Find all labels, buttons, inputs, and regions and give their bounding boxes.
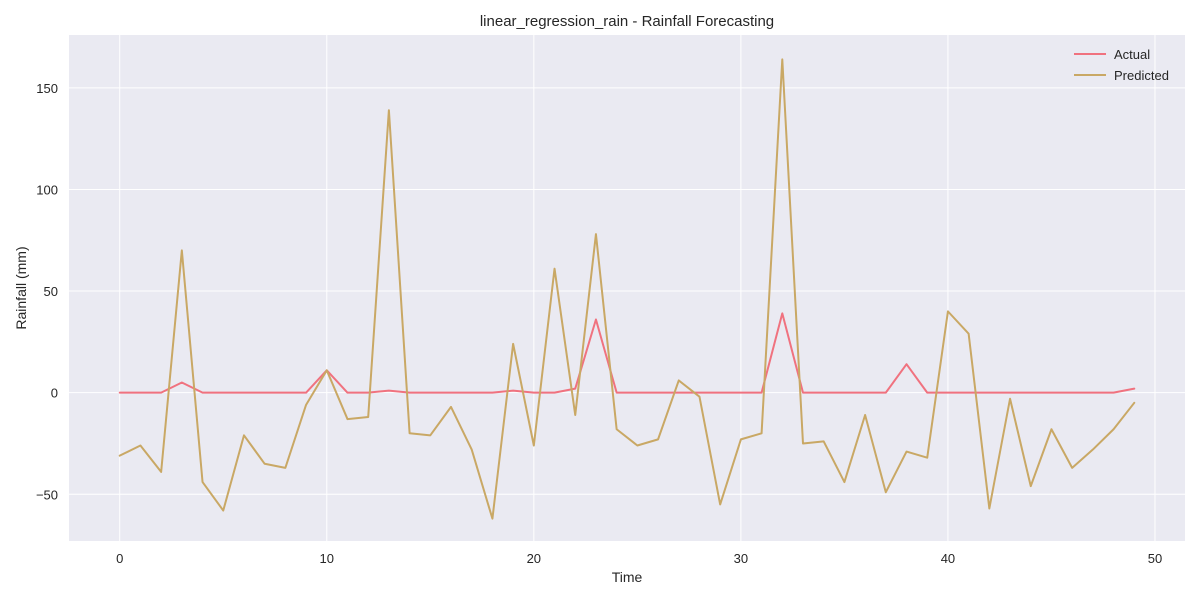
y-tick-label: 150 [36, 81, 58, 96]
x-axis-title: Time [612, 569, 643, 585]
legend: Actual Predicted [1074, 47, 1169, 83]
x-tick-label: 20 [527, 551, 541, 566]
legend-label-predicted: Predicted [1114, 68, 1169, 83]
y-tick-label: 0 [51, 386, 58, 401]
x-tick-label: 10 [320, 551, 334, 566]
y-tick-label: 100 [36, 182, 58, 197]
series-line-actual [118, 312, 1136, 394]
tick-labels: 0 10 20 30 40 50 −50 0 50 100 150 [36, 81, 1162, 566]
x-tick-label: 40 [941, 551, 955, 566]
series-lines [118, 58, 1136, 520]
legend-label-actual: Actual [1114, 47, 1150, 62]
x-tick-label: 50 [1148, 551, 1162, 566]
x-tick-label: 30 [734, 551, 748, 566]
y-tick-label: 50 [44, 284, 58, 299]
chart-title: linear_regression_rain - Rainfall Foreca… [480, 13, 774, 30]
y-tick-label: −50 [36, 487, 58, 502]
x-tick-label: 0 [116, 551, 123, 566]
y-axis-title: Rainfall (mm) [13, 246, 29, 329]
series-line-predicted [118, 58, 1136, 520]
